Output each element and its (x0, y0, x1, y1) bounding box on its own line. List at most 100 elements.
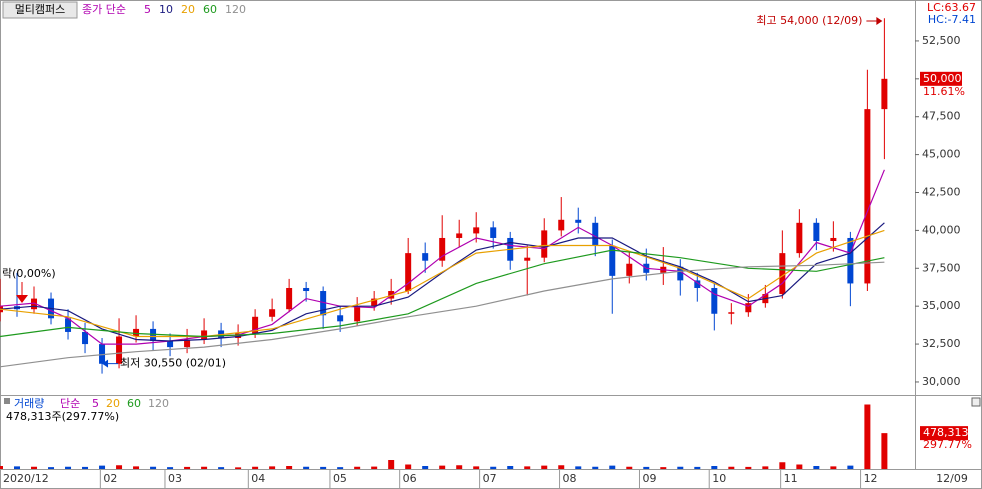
volume-bar (235, 467, 242, 469)
candle-body (830, 237, 837, 242)
volume-bar (320, 466, 327, 469)
volume-bar (626, 466, 633, 469)
legend-entry: 60 (203, 3, 217, 16)
volume-bar (847, 465, 854, 469)
candle-body (677, 266, 684, 281)
y-tick-label: 32,500 (922, 337, 961, 350)
candle-body (439, 237, 446, 261)
candle-body (626, 263, 633, 276)
volume-bar (456, 465, 463, 469)
candle-body (796, 222, 803, 254)
candle-body (728, 312, 735, 314)
y-tick-label: 45,000 (922, 148, 961, 161)
x-tick-label: 07 (483, 472, 497, 485)
volume-bar (524, 466, 531, 469)
volume-bar (694, 466, 701, 469)
high-arrow-head (876, 17, 883, 25)
candle-body (490, 227, 497, 238)
volume-bar (337, 467, 344, 469)
volume-bar (388, 460, 395, 469)
candle-body (388, 291, 395, 299)
candle-body (371, 298, 378, 307)
legend-entry: 20 (181, 3, 195, 16)
candle-body (541, 230, 548, 258)
legend-entry: 10 (159, 3, 173, 16)
candle-body (405, 253, 412, 292)
volume-title: 거래량 (14, 397, 44, 410)
candle-body (235, 333, 242, 339)
candle-body (167, 341, 174, 348)
volume-bar (116, 465, 123, 469)
candle-body (524, 257, 531, 261)
candle-body (269, 309, 276, 317)
y-tick-label: 30,000 (922, 375, 961, 388)
volume-bar (728, 466, 735, 469)
candle-body (609, 245, 616, 276)
volume-bar (830, 466, 837, 469)
stock-name[interactable]: 멀티캠퍼스 (15, 3, 66, 16)
volume-bar (0, 466, 3, 469)
volume-bar (575, 466, 582, 469)
volume-bar (490, 466, 497, 469)
low-arrow-head (102, 359, 109, 368)
candle-body (694, 280, 701, 288)
volume-bar (677, 466, 684, 469)
candle-body (779, 253, 786, 295)
x-tick-label: 08 (563, 472, 577, 485)
volume-bar (745, 466, 752, 469)
panel-icon (4, 398, 10, 404)
candle-body (303, 287, 310, 292)
volume-bar (354, 466, 361, 469)
volume-bar (14, 466, 21, 469)
candle-body (320, 291, 327, 316)
stock-button[interactable] (2, 1, 78, 19)
x-tick-label: 05 (333, 472, 347, 485)
volume-bar (48, 467, 55, 469)
volume-bar (762, 466, 769, 469)
volume-bar (507, 466, 514, 469)
candle-body (31, 298, 38, 310)
last-date: 12/09 (936, 472, 968, 485)
volume-bar (303, 466, 310, 469)
y-tick-label: 42,500 (922, 185, 961, 198)
change-label: 11.61% (923, 85, 965, 98)
left-label: 락(0,00%) (2, 267, 56, 280)
volume-bar (422, 466, 429, 469)
left-marker (16, 295, 28, 303)
volume-bar (133, 466, 140, 469)
candle-body (184, 339, 191, 348)
panel-close[interactable] (971, 397, 981, 407)
volume-bar (167, 467, 174, 469)
volume-bar (201, 466, 208, 469)
volume-bar (813, 466, 820, 469)
volume-bar (660, 467, 667, 469)
x-tick-label: 2020/12 (3, 472, 49, 485)
candle-body (65, 318, 72, 332)
candle-body (354, 306, 361, 322)
candle-body (133, 328, 140, 337)
candle-body (201, 330, 208, 340)
volume-bar (184, 466, 191, 469)
x-tick-label: 11 (784, 472, 798, 485)
low-annotation: 최저 30,550 (02/01) (120, 357, 226, 370)
candle-body (813, 222, 820, 242)
x-tick-label: 04 (251, 472, 265, 485)
volume-bar (286, 466, 293, 469)
volume-bar (643, 466, 650, 469)
candle-body (150, 328, 157, 342)
candle-body (82, 331, 89, 345)
x-tick-label: 10 (712, 472, 726, 485)
ma-line (0, 249, 885, 338)
volume-legend-entry: 20 (106, 397, 120, 410)
volume-bar (269, 466, 276, 469)
candle-body (422, 253, 429, 261)
y-tick-label: 35,000 (922, 299, 961, 312)
volume-bar (881, 433, 888, 469)
volume-bar (592, 466, 599, 469)
last-volume-label: 478,313 (923, 426, 969, 439)
volume-legend-entry: 5 (92, 397, 99, 410)
ma-line (0, 222, 885, 342)
volume-bar (252, 466, 259, 469)
candle-body (592, 222, 599, 246)
